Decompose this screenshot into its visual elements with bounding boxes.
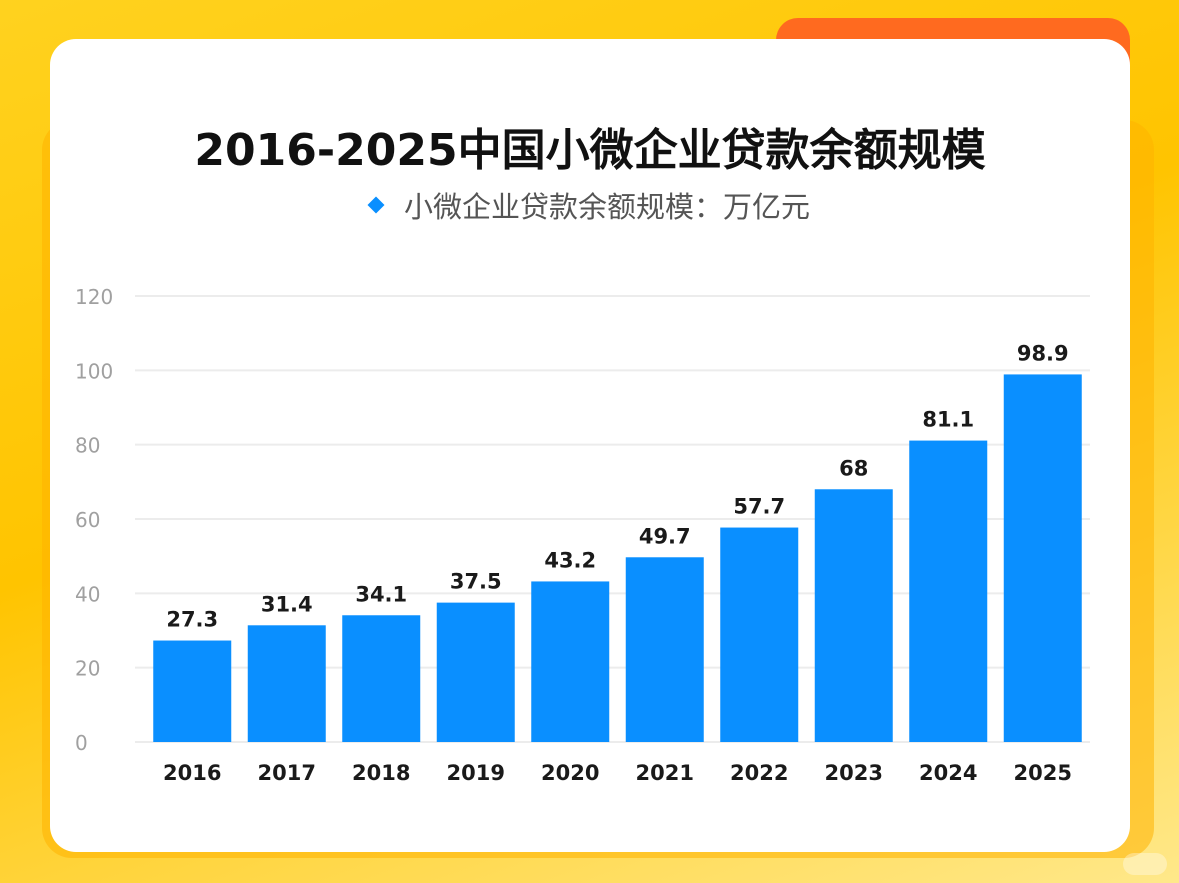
x-tick-label: 2022 <box>730 761 788 785</box>
x-tick-label: 2017 <box>258 761 316 785</box>
bar <box>720 527 799 742</box>
data-label: 81.1 <box>922 408 974 432</box>
bar <box>436 602 515 742</box>
x-tick-label: 2016 <box>163 761 221 785</box>
data-label: 49.7 <box>639 524 691 548</box>
x-tick-label: 2023 <box>825 761 883 785</box>
data-label: 31.4 <box>261 592 313 616</box>
y-tick-label: 20 <box>75 657 100 681</box>
bar <box>814 489 893 742</box>
data-label: 57.7 <box>733 495 785 519</box>
legend-label: 小微企业贷款余额规模：万亿元 <box>403 190 810 224</box>
data-label: 43.2 <box>544 548 596 572</box>
bar <box>625 557 704 742</box>
bar <box>531 581 610 742</box>
data-label: 34.1 <box>355 582 407 606</box>
x-tick-label: 2020 <box>541 761 599 785</box>
bar <box>909 440 988 742</box>
x-tick-label: 2018 <box>352 761 410 785</box>
chart-legend: 小微企业贷款余额规模：万亿元 <box>50 184 1130 226</box>
chart-title: 2016-2025中国小微企业贷款余额规模 <box>194 125 986 176</box>
bar <box>342 615 421 742</box>
watermark-badge <box>1123 853 1167 875</box>
bar <box>1003 374 1082 742</box>
x-tick-label: 2021 <box>636 761 694 785</box>
data-label: 27.3 <box>166 608 218 632</box>
y-tick-label: 0 <box>75 731 88 755</box>
data-label: 68 <box>839 456 868 480</box>
y-tick-label: 120 <box>75 285 113 309</box>
bar <box>153 640 232 742</box>
data-label: 37.5 <box>450 570 502 594</box>
bar-chart: 0 20 40 60 80 100 120 27.3 2016 31.4 2017 34.1 2018 3… <box>75 285 1090 785</box>
y-tick-label: 80 <box>75 434 100 458</box>
x-tick-label: 2024 <box>919 761 977 785</box>
chart-card: 2016-2025中国小微企业贷款余额规模 小微企业贷款余额规模：万亿元 0 20… <box>50 39 1130 852</box>
x-tick-label: 2019 <box>447 761 505 785</box>
y-tick-label: 40 <box>75 582 100 606</box>
bar <box>247 625 326 742</box>
data-label: 98.9 <box>1017 341 1069 365</box>
x-tick-label: 2025 <box>1014 761 1072 785</box>
y-tick-label: 60 <box>75 508 100 532</box>
y-tick-label: 100 <box>75 359 113 383</box>
